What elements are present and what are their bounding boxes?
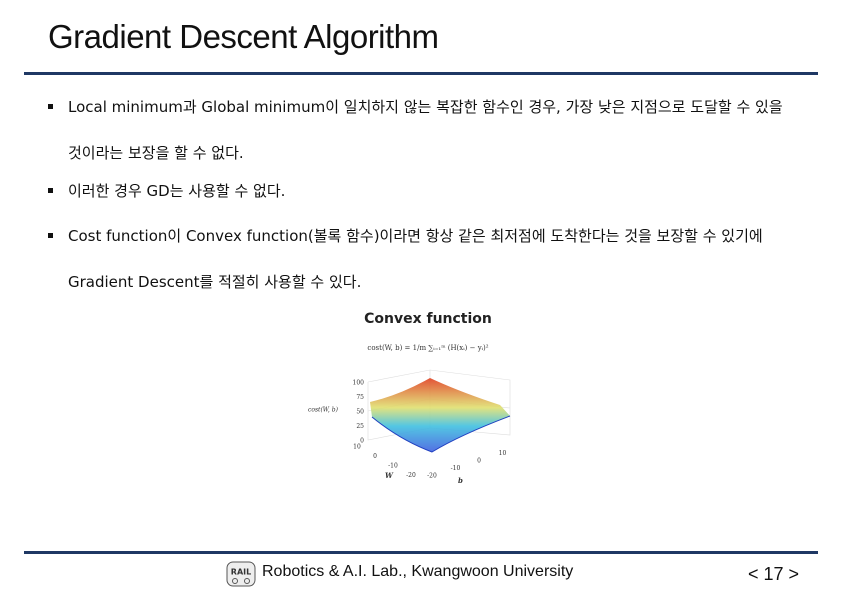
logo-box	[226, 561, 256, 587]
b-tick-label: -20	[427, 473, 437, 480]
z-tick-label: 100	[353, 380, 365, 387]
b-tick-label: 10	[499, 450, 507, 457]
bullet-text: Local minimum과 Global minimum이 일치하지 않는 복…	[68, 98, 783, 162]
bullet-text: 이러한 경우 GD는 사용할 수 없다.	[68, 182, 286, 200]
bullet: Cost function이 Convex function(볼록 함수)이라면…	[48, 213, 788, 305]
bullet: Local minimum과 Global minimum이 일치하지 않는 복…	[48, 84, 788, 176]
z-tick-label: 25	[356, 423, 364, 430]
w-tick-label: 10	[353, 444, 361, 451]
logo-wheel	[244, 578, 250, 584]
surface	[370, 378, 510, 452]
b-tick-label: 0	[477, 458, 481, 465]
b-tick-label: -10	[451, 465, 461, 472]
z-tick-label: 75	[356, 394, 364, 401]
page-number: < 17 >	[748, 564, 800, 584]
footer-rule	[24, 551, 818, 554]
title-rule	[24, 72, 818, 75]
figure-title: Convex function	[364, 311, 492, 327]
b-label: b	[458, 476, 463, 485]
slide-title: Gradient Descent Algorithm	[48, 18, 439, 55]
w-tick-label: 0	[373, 453, 377, 460]
logo-wheel	[232, 578, 238, 584]
formula: cost(W, b) = 1/m ∑ᵢ₌₁ᵐ (H(xᵢ) − yᵢ)²	[367, 344, 488, 352]
surface-edge	[371, 415, 511, 453]
convex-figure: Convex function cost(W, b) = 1/m ∑ᵢ₌₁ᵐ (…	[308, 311, 511, 485]
w-tick-label: -10	[388, 463, 398, 470]
footer-text: Robotics & A.I. Lab., Kwangwoon Universi…	[262, 563, 574, 580]
z-axis-label: cost(W, b)	[308, 407, 339, 414]
z-tick-label: 50	[356, 409, 364, 416]
logo: RAIL	[226, 561, 256, 587]
bullet-text: Cost function이 Convex function(볼록 함수)이라면…	[68, 227, 763, 291]
logo-text: RAIL	[231, 568, 251, 577]
z-tick-label: 0	[360, 438, 364, 445]
bullet: 이러한 경우 GD는 사용할 수 없다.	[48, 168, 788, 214]
w-label: W	[385, 471, 394, 480]
w-tick-label: -20	[406, 472, 416, 479]
